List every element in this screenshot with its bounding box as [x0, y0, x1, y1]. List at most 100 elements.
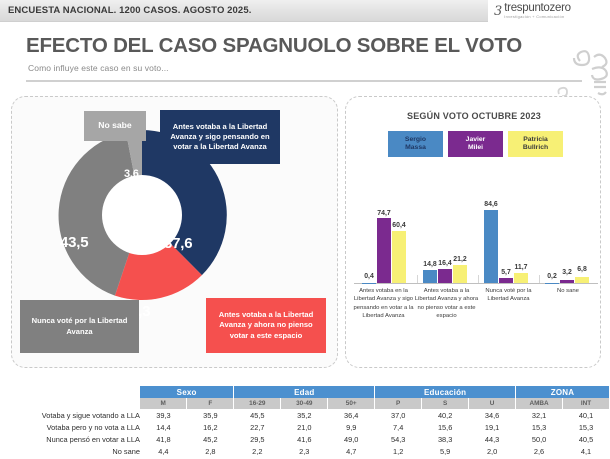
table-group-sexo: Sexo — [139, 386, 235, 398]
table-row: Votaba y sigue votando a LLA 39,3 35,9 4… — [0, 409, 610, 421]
table-group-educacion: Educación — [374, 386, 517, 398]
table-cell-r2c1: 14,4 — [156, 422, 171, 432]
bar-g3-massa[interactable] — [484, 209, 498, 283]
table-cell-r4c3: 2,2 — [252, 446, 263, 456]
table-cell-r4c1: 4,4 — [158, 446, 169, 456]
table-subcorner-blank — [0, 398, 140, 409]
bar-label-g4-bullrich: 6,8 — [577, 266, 587, 273]
donut-callout-red[interactable]: Antes votaba a la Libertad Avanza y ahor… — [206, 298, 326, 353]
bar-g2-bullrich[interactable] — [453, 264, 467, 283]
donut-slice-navy[interactable] — [142, 130, 227, 276]
bar-g1-bullrich[interactable] — [392, 230, 406, 283]
table-cell-r3c8: 44,3 — [484, 434, 500, 444]
bar-g4-milei[interactable] — [560, 280, 574, 283]
bar-g3-bullrich[interactable] — [514, 272, 528, 283]
table-cell-r2c10: 15,3 — [578, 422, 594, 432]
table-cell-r3c7: 38,3 — [437, 434, 453, 444]
table-cell-r4c4: 2,3 — [299, 446, 310, 456]
table-cell-r4c10: 4,1 — [580, 446, 592, 456]
legend-bullrich-line2: Bullrich — [522, 144, 549, 151]
legend-item-milei[interactable]: Javier Milei — [448, 131, 503, 157]
table-cell-r2c7: 15,6 — [437, 422, 453, 432]
table-cell-r1c6: 37,0 — [390, 410, 406, 420]
legend-item-bullrich[interactable]: Patricia Bullrich — [508, 131, 563, 157]
bar-category-label-4: No sane — [557, 288, 579, 294]
bar-label-g3-massa: 84,6 — [484, 201, 498, 208]
group-divider-1 — [417, 275, 418, 283]
table-cell-r3c5: 49,0 — [344, 434, 359, 444]
donut-slice-gray[interactable] — [58, 132, 142, 296]
table-row-label-1: Votaba y sigue votando a LLA — [41, 410, 140, 420]
legend-massa-line1: Sergio — [404, 135, 427, 143]
bar-g2-massa[interactable] — [423, 270, 437, 283]
table-cell-r3c1: 41,8 — [156, 434, 171, 444]
bar-label-g1-massa: 0,4 — [364, 273, 374, 280]
table-subheader-30-49: 30-49 — [280, 398, 329, 409]
table-cell-r1c10: 40,1 — [578, 410, 594, 420]
table-cell-r3c2: 45,2 — [203, 434, 218, 444]
table-cell-r2c9: 15,3 — [531, 422, 547, 432]
table-row-label-2: Votaba pero y no vota a LLA — [46, 422, 140, 432]
table-subheader-s: S — [421, 398, 470, 409]
top-bar: ENCUESTA NACIONAL. 1200 CASOS. AGOSTO 20… — [0, 0, 610, 22]
legend-bullrich-line1: Patricia — [523, 135, 548, 143]
bar-chart-axis — [354, 283, 598, 284]
bar-category-label-1: Antes votaba en la Libertad Avanza y sig… — [353, 288, 414, 320]
bar-label-g2-milei: 16,4 — [438, 260, 452, 267]
legend-massa-line2: Massa — [405, 144, 426, 151]
donut-value-navy: 37,6 — [164, 235, 193, 252]
table-cell-r4c5: 4,7 — [346, 446, 357, 456]
bar-g3-milei[interactable] — [499, 278, 513, 283]
donut-callout-navy[interactable]: Antes votaba a la Libertad Avanza y sigo… — [160, 110, 280, 164]
donut-callout-gray[interactable]: Nunca voté por la Libertad Avanza — [20, 300, 139, 353]
bar-g4-bullrich[interactable] — [575, 277, 589, 283]
donut-value-lightgray: 3,6 — [124, 168, 139, 180]
table-cell-r2c4: 21,0 — [297, 422, 312, 432]
table-subheader-u: U — [468, 398, 517, 409]
bar-category-label-3: Nunca voté por la Libertad Avanza — [485, 288, 532, 303]
table-subheader-50plus: 50+ — [327, 398, 376, 409]
table-subheader-16-29: 16-29 — [233, 398, 282, 409]
table-cell-r1c9: 32,1 — [531, 410, 547, 420]
bar-label-g2-massa: 14,8 — [423, 261, 437, 268]
bar-label-g4-milei: 3,2 — [562, 269, 572, 276]
bar-label-g3-bullrich: 11,7 — [514, 264, 528, 271]
donut-callout-lightgray[interactable]: No sabe — [84, 111, 146, 141]
bar-chart-title: SEGÚN VOTO OCTUBRE 2023 — [407, 111, 541, 121]
table-cell-r3c10: 40,5 — [578, 434, 594, 444]
page-title: EFECTO DEL CASO SPAGNUOLO SOBRE EL VOTO — [26, 34, 523, 57]
logo-name: trespuntozero — [504, 1, 571, 14]
table-cell-r4c7: 5,9 — [439, 446, 451, 456]
page-header: EFECTO DEL CASO SPAGNUOLO SOBRE EL VOTO … — [0, 23, 610, 98]
donut-panel: 37,6 15,3 43,5 3,6 Antes votaba a la Lib… — [11, 96, 338, 368]
bar-g2-milei[interactable] — [438, 268, 452, 283]
bar-label-g1-bullrich: 60,4 — [392, 222, 406, 229]
swirl-decoration-icon — [572, 49, 608, 97]
table-cell-r2c5: 9,9 — [346, 422, 357, 432]
group-divider-3 — [539, 275, 540, 283]
table-cell-r3c3: 29,5 — [250, 434, 265, 444]
page-subtitle: Como influye este caso en su voto... — [28, 63, 169, 73]
table-group-header-row: Sexo Edad Educación ZONA — [0, 386, 610, 398]
table-cell-r1c3: 45,5 — [250, 410, 265, 420]
donut-chart: 37,6 15,3 43,5 3,6 Antes votaba a la Lib… — [12, 97, 339, 369]
table-cell-r1c1: 39,3 — [156, 410, 171, 420]
legend-item-massa[interactable]: Sergio Massa — [388, 131, 443, 157]
bar-g1-milei[interactable] — [377, 218, 391, 283]
table-cell-r1c5: 36,4 — [344, 410, 359, 420]
breakdown-table: Sexo Edad Educación ZONA M F 16-29 30-49… — [0, 386, 610, 457]
logo-text: trespuntozero Investigación + Comunicaci… — [504, 1, 571, 20]
table-group-zona: ZONA — [515, 386, 610, 398]
bar-label-g3-milei: 5,7 — [501, 269, 511, 276]
table-cell-r2c3: 22,7 — [250, 422, 265, 432]
table-cell-r4c6: 1,2 — [393, 446, 404, 456]
table-row-label-3: Nunca pensó en votar a LLA — [46, 434, 140, 444]
table-row: No sane 4,4 2,8 2,2 2,3 4,7 1,2 5,9 2,0 … — [0, 445, 610, 457]
table-cell-r1c7: 40,2 — [437, 410, 453, 420]
bar-category-label-2: Antes votaba a la Libertad Avanza y ahor… — [414, 288, 479, 320]
bar-chart-plot: 0,4 74,7 60,4 14,8 16,4 21,2 84,6 5,7 11… — [354, 201, 598, 283]
bar-label-g4-massa: 0,2 — [547, 273, 557, 280]
bar-label-g2-bullrich: 21,2 — [453, 256, 467, 263]
table-cell-r4c2: 2,8 — [205, 446, 216, 456]
logo-tagline: Investigación + Comunicación — [504, 14, 565, 20]
